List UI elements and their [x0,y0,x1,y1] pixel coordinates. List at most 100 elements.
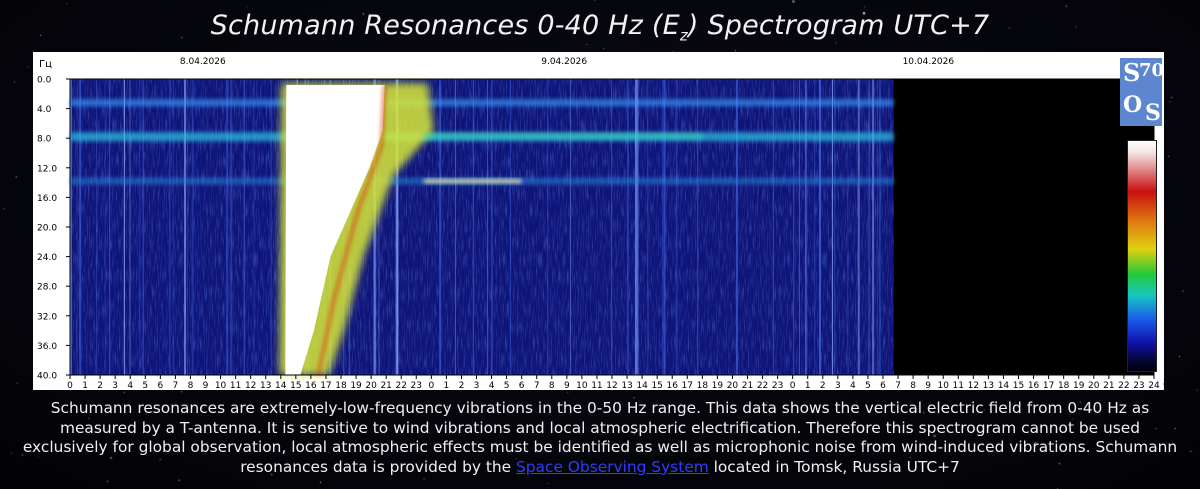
interference-streak [806,79,808,375]
y-tick-label: 0.0 [37,76,52,86]
x-tick-label: 19 [712,381,724,390]
spectrogram-chart: Гц 0.0 4.0 8.0 12.0 16.0 20.0 24.0 28.0 32.0 36.0 4… [37,57,1164,390]
date-label: 9.04.2026 [541,57,587,67]
x-tick-label: 13 [621,381,632,390]
interference-streak [109,79,111,375]
x-tick-label: 3 [112,381,118,390]
interference-streak [396,79,399,375]
x-tick-label: 12 [968,381,979,390]
interference-streak [547,79,549,375]
interference-streak [834,79,836,375]
x-tick-label: 6 [157,381,163,390]
x-tick-label: 6 [519,381,525,390]
interference-streak [70,79,72,375]
x-tick-label: 11 [591,381,602,390]
resonance-band-highlight [423,133,703,139]
interference-streak [509,79,511,375]
x-tick-label: 10 [576,381,588,390]
interference-streak [736,79,738,375]
x-tick-label: 1 [805,381,811,390]
interference-streak [814,79,816,375]
interference-streak [104,79,106,375]
interference-streak [230,79,233,375]
x-tick-label: 7 [534,381,540,390]
y-tick-label: 28.0 [37,283,57,293]
description-caption: Schumann resonances are extremely-low-fr… [22,399,1178,476]
x-tick-label: 21 [1103,381,1114,390]
interference-streak [172,79,174,375]
x-tick-label: 2 [459,381,465,390]
x-tick-label: 7 [895,381,901,390]
x-tick-label: 20 [1088,381,1100,390]
x-tick-label: 9 [203,381,209,390]
interference-streak [142,79,144,375]
x-tick-label: 10 [215,381,227,390]
y-tick-label: 24.0 [37,253,57,263]
interference-streak [877,79,879,375]
x-tick-label: 15 [651,381,662,390]
x-tick-label: 19 [1073,381,1085,390]
data-noise-texture [70,79,894,375]
interference-streak [647,79,649,375]
x-tick-label: 10 [937,381,949,390]
y-tick-label: 12.0 [37,164,57,174]
x-tick-label: 14 [636,381,648,390]
x-tick-label: 6 [880,381,886,390]
y-tick-label: 32.0 [37,312,57,322]
interference-streak [662,79,664,375]
y-tick-label: 36.0 [37,342,57,352]
interference-streak [879,79,881,375]
interference-streak [635,79,638,375]
interference-streak [847,79,849,375]
x-tick-label: 8 [549,381,555,390]
x-tick-label: 3 [835,381,841,390]
date-label: 8.04.2026 [180,57,226,67]
x-tick-label: 17 [1043,381,1054,390]
resonance-band [70,99,894,107]
event-saturated-core [285,85,385,375]
x-tick-label: 22 [757,381,768,390]
resonance-band-highlight [423,179,522,184]
x-tick-label: 4 [850,381,856,390]
x-tick-label: 11 [953,381,964,390]
interference-streak [270,79,272,375]
x-tick-label: 16 [666,381,678,390]
x-tick-label: 17 [682,381,693,390]
interference-streak [868,79,870,375]
interference-streak [793,79,795,375]
x-tick-label: 8 [910,381,916,390]
x-tick-label: 0 [428,381,434,390]
interference-streak [184,79,187,375]
x-tick-label: 20 [727,381,739,390]
interference-streak [374,79,377,375]
x-tick-label: 2 [97,381,103,390]
interference-streak [491,79,493,375]
x-tick-label: 20 [365,381,377,390]
interference-streak [472,79,474,375]
x-tick-label: 18 [697,381,709,390]
interference-streak [635,79,637,375]
x-tick-label: 18 [335,381,347,390]
x-tick-label: 21 [380,381,391,390]
y-tick-label: 8.0 [37,135,52,145]
space-observing-system-link[interactable]: Space Observing System [516,457,709,476]
interference-streak [191,79,194,375]
interference-streak [627,79,629,375]
x-tick-label: 19 [350,381,362,390]
x-tick-label: 5 [142,381,148,390]
x-tick-label: 4 [489,381,495,390]
x-tick-label: 23 [411,381,422,390]
y-tick-label: 40.0 [37,372,57,382]
sos-logo: S 70 O S [1120,58,1164,126]
x-tick-label: 14 [275,381,287,390]
interference-streak [857,79,860,375]
x-axis-unit: ч [1163,381,1164,390]
event-red-edge [316,84,387,376]
x-tick-label: 22 [395,381,406,390]
x-tick-label: 8 [188,381,194,390]
x-tick-label: 0 [790,381,796,390]
x-tick-label: 1 [444,381,450,390]
interference-streak [675,79,678,375]
interference-streak [226,79,229,375]
interference-streak [697,79,699,375]
